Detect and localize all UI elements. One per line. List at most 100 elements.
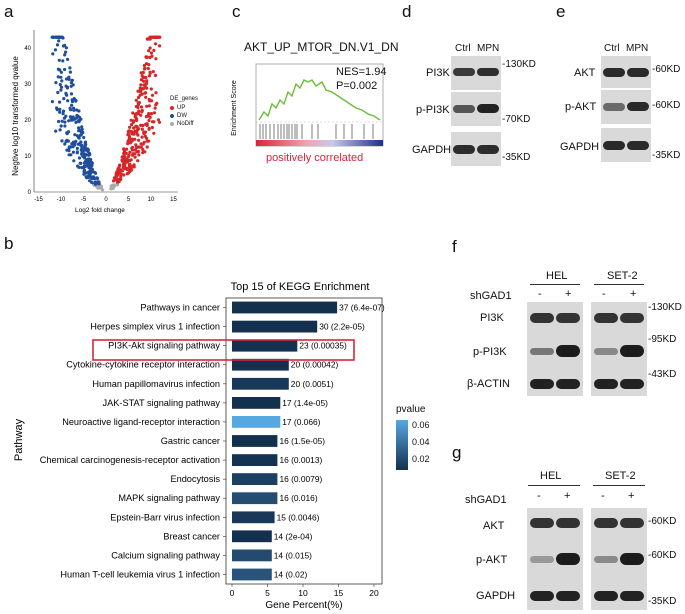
volcano-x-tick: 0 <box>104 197 108 203</box>
volcano-point <box>74 120 78 124</box>
volcano-point <box>60 79 64 83</box>
volcano-point <box>82 135 86 140</box>
volcano-point <box>69 153 73 157</box>
volcano-point <box>125 166 129 170</box>
volcano-point <box>147 118 151 123</box>
band <box>594 379 618 389</box>
volcano-point <box>147 104 151 108</box>
volcano-point <box>139 71 143 75</box>
volcano-point <box>137 138 141 142</box>
volcano-point <box>79 129 83 133</box>
volcano-point <box>63 53 67 57</box>
volcano-point <box>129 118 133 122</box>
volcano-point <box>130 132 134 136</box>
legend-dot-icon <box>170 114 174 118</box>
volcano-point <box>147 49 151 53</box>
blot-f-sign-1: - <box>538 288 542 300</box>
band <box>627 141 649 150</box>
volcano-point <box>129 158 133 162</box>
volcano-point <box>59 124 63 128</box>
blot-d-marker-2: -70KD <box>502 114 531 125</box>
volcano-point <box>76 142 80 146</box>
volcano-point <box>75 108 79 112</box>
volcano-point <box>142 63 146 68</box>
volcano-point <box>150 93 155 97</box>
volcano-point <box>145 145 149 149</box>
volcano-point <box>78 161 82 165</box>
volcano-point <box>58 100 62 104</box>
volcano-legend-item: UP <box>170 105 198 111</box>
volcano-point <box>152 120 156 124</box>
blot-d-label-gapdh: GAPDH <box>412 144 452 156</box>
kegg-bar-chart: Top 15 of KEGG Enrichment Pathways in ca… <box>13 281 385 611</box>
blot-g-marker-3: -35KD <box>648 596 677 607</box>
band <box>620 553 644 565</box>
volcano-point <box>68 70 72 74</box>
blot-e-marker-2: -60KD <box>652 100 681 111</box>
volcano-point <box>54 81 58 85</box>
volcano-point <box>134 98 138 102</box>
volcano-point <box>63 142 67 146</box>
kegg-bar <box>232 511 275 524</box>
volcano-point <box>139 113 143 117</box>
volcano-point <box>70 99 75 104</box>
blot-e-lane-ctrl: Ctrl <box>604 43 620 54</box>
volcano-y-tick: 30 <box>24 82 31 88</box>
volcano-point <box>84 159 88 163</box>
blot-f-group-line-2 <box>594 284 644 285</box>
volcano-point <box>112 176 117 180</box>
volcano-legend-label: UP <box>177 105 186 111</box>
volcano-point <box>157 120 162 124</box>
volcano-point <box>58 35 63 39</box>
volcano-point <box>83 145 87 150</box>
volcano-x-tick: -5 <box>81 197 87 203</box>
kegg-bar <box>232 492 278 505</box>
band <box>594 348 618 355</box>
volcano-point <box>68 115 73 119</box>
volcano-point <box>148 37 152 41</box>
volcano-point <box>82 152 86 156</box>
volcano-point <box>64 114 68 118</box>
panel-letter-e: e <box>556 2 566 21</box>
band <box>477 68 499 76</box>
volcano-point <box>56 67 61 71</box>
volcano-point <box>53 48 58 52</box>
kegg-category-labels: Pathways in cancer Herpes simplex virus 1… <box>40 303 226 579</box>
pvalue-legend-title: pvalue <box>396 404 426 415</box>
kegg-value-label: 16 (1.5e-05) <box>279 436 325 446</box>
blot-e-row-akt <box>601 56 651 88</box>
volcano-point <box>77 115 81 119</box>
blot-g-label-pakt: p-AKT <box>476 554 508 566</box>
volcano-point <box>122 173 126 177</box>
kegg-value-label: 16 (0.0079) <box>279 474 322 484</box>
volcano-point <box>135 132 139 136</box>
volcano-point <box>89 158 93 162</box>
volcano-point <box>66 57 70 62</box>
volcano-point <box>136 159 140 163</box>
volcano-point <box>55 43 60 47</box>
volcano-point <box>64 84 68 88</box>
kegg-bar <box>232 549 272 562</box>
pvalue-tick-1: 0.06 <box>412 420 430 430</box>
kegg-bar <box>232 377 289 390</box>
kegg-y-label: Pathway <box>13 418 25 461</box>
kegg-category-label: Epstein-Barr virus infection <box>110 512 220 522</box>
volcano-point <box>77 120 81 124</box>
pvalue-tick-2: 0.04 <box>412 437 430 447</box>
volcano-x-tick: 5 <box>127 197 131 203</box>
volcano-point <box>146 114 150 118</box>
volcano-point <box>81 154 85 158</box>
volcano-point <box>90 160 94 165</box>
volcano-point <box>137 109 141 113</box>
volcano-point <box>135 118 139 122</box>
panel-letter-a: a <box>4 2 14 21</box>
volcano-point <box>67 119 71 123</box>
volcano-point <box>70 103 74 107</box>
volcano-point <box>69 92 74 96</box>
volcano-point <box>140 135 144 139</box>
gsea-rank-bar <box>256 140 383 146</box>
volcano-point <box>57 119 61 124</box>
volcano-point <box>73 133 77 137</box>
volcano-point <box>72 159 76 163</box>
volcano-point <box>84 164 88 168</box>
